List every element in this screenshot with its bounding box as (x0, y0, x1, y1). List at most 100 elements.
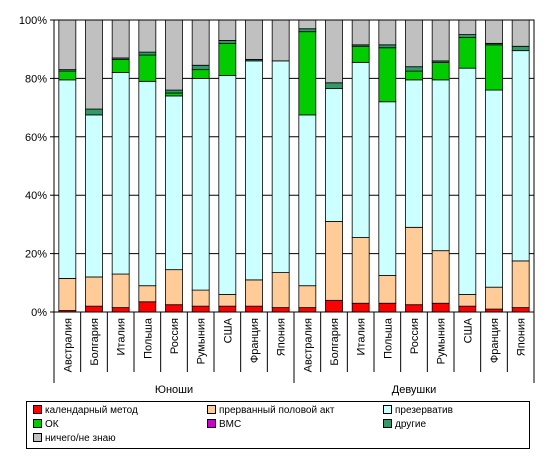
bar-segment (218, 40, 237, 44)
bar-segment (138, 51, 157, 56)
bar-segment (218, 42, 237, 76)
category-label: Австралия (62, 318, 74, 372)
bar-segment (218, 75, 237, 295)
category-label: Россия (169, 318, 181, 354)
category-label: Россия (409, 318, 421, 354)
bar-segment (165, 19, 183, 91)
group-label: Юноши (155, 384, 193, 396)
bar-segment (191, 19, 210, 66)
bar-segment (351, 302, 370, 313)
bar-segment (85, 108, 103, 116)
category-label: Франция (249, 318, 261, 363)
group-label: Девушки (392, 384, 436, 396)
bar-segment (405, 304, 423, 313)
bar-segment (351, 237, 370, 304)
bar-segment (485, 44, 503, 91)
bar-segment (245, 279, 263, 307)
bar-segment (165, 269, 183, 306)
bar-segment (191, 69, 210, 79)
legend-item: ВМС (207, 419, 241, 431)
bar-segment (165, 92, 183, 97)
category-label: Румыния (436, 318, 448, 364)
legend-label: календарный метод (45, 405, 138, 416)
legend-label: ОК (45, 419, 59, 430)
bar-segment (138, 19, 157, 53)
category-label: Япония (516, 318, 528, 356)
bar-segment (378, 101, 397, 276)
bar-segment (458, 34, 477, 38)
bar-segment (58, 278, 77, 311)
legend-swatch (33, 419, 42, 428)
legend-item: ничего/не знаю (33, 433, 116, 445)
bar-segment (458, 37, 477, 69)
category-label: США (462, 317, 474, 343)
legend-swatch (383, 405, 392, 414)
bar-segment (405, 226, 423, 306)
bar-segment (271, 60, 290, 273)
category-label: Польша (382, 317, 394, 359)
bar-segment (218, 305, 237, 313)
bar-segment (351, 61, 370, 238)
category-label: Польша (142, 317, 154, 359)
bar-segment (511, 50, 530, 262)
legend-label: ничего/не знаю (45, 433, 116, 444)
y-tick-label: 100% (19, 15, 47, 27)
category-label: Франция (489, 318, 501, 363)
legend-label: прерванный половой акт (219, 405, 335, 416)
bar-segment (351, 19, 370, 46)
bar-segment (191, 305, 210, 313)
bar-segment (245, 305, 263, 313)
legend-label: ВМС (219, 419, 242, 430)
bar-segment (458, 294, 477, 307)
bar-segment (405, 19, 423, 68)
legend-swatch (207, 419, 216, 428)
bar-segment (111, 59, 130, 73)
bar-segment (431, 61, 450, 81)
bar-segment (298, 307, 317, 313)
bar-segment (138, 301, 157, 313)
stacked-bar-chart: 0% 20% 40% 60% 80% 100% Австралия Болгария Итали… (19, 15, 535, 396)
bar-segment (485, 286, 503, 310)
bar-segment (298, 285, 317, 309)
bar-segment (431, 250, 450, 304)
bar-segment (85, 276, 103, 307)
legend-label: презерватив (395, 405, 453, 416)
bar-segment (165, 89, 183, 94)
bar-segment (271, 272, 290, 309)
legend: календарный метод прерванный половой акт п… (26, 401, 530, 449)
bar-segment (431, 19, 450, 62)
bar-segment (405, 79, 423, 228)
category-label: Япония (276, 318, 288, 356)
legend-item: прерванный половой акт (207, 405, 334, 417)
y-tick-label: 40% (25, 190, 47, 202)
bar-segment (165, 304, 183, 313)
bar-segment (58, 79, 77, 279)
bar-segment (245, 60, 263, 281)
bar-segment (378, 275, 397, 304)
bar-segment (405, 66, 423, 72)
bar-segment (511, 307, 530, 313)
bar-segment (111, 307, 130, 313)
bar-segment (325, 82, 343, 90)
legend-swatch (33, 433, 42, 442)
legend-swatch (383, 419, 392, 428)
bar-segment (58, 70, 77, 81)
bar-segment (431, 79, 450, 252)
legend-swatch (33, 405, 42, 414)
y-tick-label: 0% (31, 307, 47, 319)
bar-segment (458, 305, 477, 313)
bar-segment (511, 45, 530, 52)
legend-item: календарный метод (33, 405, 138, 417)
bar-segment (485, 89, 503, 288)
bar-segment (485, 19, 503, 44)
bar-segment (351, 45, 370, 63)
bar-segment (405, 70, 423, 81)
bar-segment (325, 88, 343, 222)
category-label: Румыния (196, 318, 208, 364)
bar-segment (218, 19, 237, 41)
legend-item: ОК (33, 419, 59, 431)
bar-segment (271, 19, 290, 62)
bar-segment (458, 67, 477, 295)
bar-segment (271, 307, 290, 313)
